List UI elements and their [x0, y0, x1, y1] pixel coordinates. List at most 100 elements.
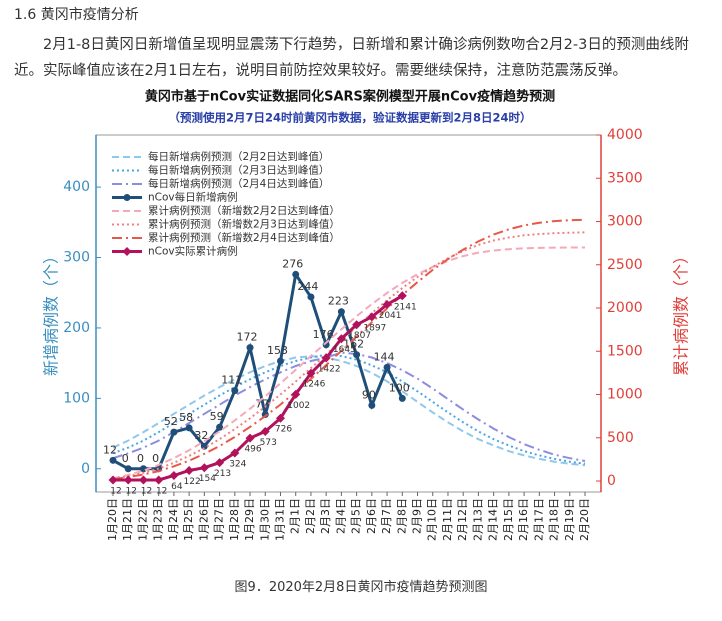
legend-label: nCov每日新增病例	[148, 191, 238, 204]
data-label: 162	[343, 338, 364, 351]
x-tick-label: 1月22日	[136, 498, 149, 541]
data-point	[260, 426, 270, 436]
y-tick-label: 200	[63, 320, 90, 336]
data-label: 52	[164, 415, 178, 428]
data-label: 153	[267, 344, 288, 357]
series-line	[112, 246, 585, 480]
data-point	[367, 312, 377, 322]
y2-tick-label: 1500	[607, 343, 643, 359]
series-line	[112, 351, 586, 462]
data-point	[352, 320, 362, 330]
x-tick-label: 2月19日	[563, 498, 576, 541]
data-point	[397, 291, 407, 301]
data-point	[230, 448, 240, 458]
data-label: 90	[362, 388, 376, 401]
data-label: 324	[229, 459, 246, 469]
data-point	[292, 270, 300, 278]
data-point	[185, 424, 193, 432]
data-point	[321, 353, 331, 363]
data-label: 32	[194, 429, 208, 442]
x-tick-label: 2月11日	[441, 498, 454, 541]
data-point	[275, 413, 285, 423]
x-tick-label: 2月17日	[532, 498, 545, 541]
data-point	[368, 401, 376, 409]
legend-label: 每日新增病例预测（2月3日达到峰值）	[148, 164, 329, 177]
data-point	[337, 308, 345, 316]
x-tick-label: 2月12日	[456, 498, 469, 541]
data-point	[276, 357, 284, 365]
x-tick-label: 2月3日	[319, 498, 332, 534]
x-tick-label: 2月5日	[350, 498, 363, 534]
data-label: 213	[214, 469, 231, 479]
x-tick-label: 1月29日	[243, 498, 256, 541]
data-label: 1807	[348, 331, 371, 341]
y2-tick-label: 3500	[607, 170, 643, 186]
data-point	[382, 299, 392, 309]
data-point	[353, 351, 361, 359]
x-tick-label: 2月1日	[289, 498, 302, 534]
data-point	[108, 475, 118, 485]
y2-tick-label: 4000	[607, 127, 643, 143]
x-tick-label: 2月18日	[548, 498, 561, 541]
chart: 黄冈市基于nCov实证数据同化SARS案例模型开展nCov疫情趋势预测 （预测使…	[42, 89, 691, 542]
data-label: 0	[137, 452, 144, 465]
data-point	[154, 475, 164, 485]
data-point	[184, 465, 194, 475]
data-point	[123, 475, 133, 485]
figure-caption: 图9．2020年2月8日黄冈市疫情趋势预测图	[234, 580, 488, 595]
x-tick-label: 1月28日	[228, 498, 241, 541]
data-label: 172	[237, 331, 258, 344]
x-tick-label: 1月31日	[273, 498, 286, 541]
y-tick-label: 100	[63, 390, 90, 406]
y2-tick-label: 1000	[607, 387, 643, 403]
x-tick-label: 2月10日	[426, 498, 439, 541]
data-label: 223	[328, 295, 349, 308]
data-label: 496	[244, 445, 261, 455]
data-label: 276	[282, 257, 303, 270]
data-point	[336, 334, 346, 344]
y-axis-label: 新增病例数（个）	[42, 248, 61, 376]
x-tick-label: 1月30日	[258, 498, 271, 541]
x-tick-label: 1月27日	[213, 498, 226, 541]
y2-axis-label: 累计病例数（个）	[672, 248, 691, 376]
legend-label: 累计病例预测（新增数2月3日达到峰值）	[148, 218, 340, 231]
data-label: 0	[152, 452, 159, 465]
data-label: 1897	[363, 323, 386, 333]
x-tick-label: 2月14日	[487, 498, 500, 541]
legend-label: 每日新增病例预测（2月2日达到峰值）	[148, 150, 329, 163]
data-label: 12	[103, 443, 117, 456]
data-label: 12	[156, 486, 167, 496]
data-label: 111	[221, 374, 242, 387]
series-line	[112, 231, 586, 480]
data-point	[246, 344, 254, 352]
data-point	[138, 475, 148, 485]
x-tick-label: 2月6日	[365, 498, 378, 534]
data-label: 0	[122, 452, 129, 465]
y2-tick-label: 0	[607, 473, 616, 489]
series-line	[112, 353, 586, 465]
data-point	[199, 463, 209, 473]
data-point	[124, 465, 132, 473]
legend-marker	[123, 194, 131, 201]
data-label: 12	[125, 486, 136, 496]
legend-label: 累计病例预测（新增数2月4日达到峰值）	[148, 231, 340, 244]
x-tick-label: 2月9日	[411, 498, 424, 534]
data-label: 1002	[287, 401, 310, 411]
section-heading: 1.6 黄冈市疫情分析	[14, 7, 139, 23]
data-label: 64	[171, 482, 183, 492]
series-line	[112, 270, 404, 471]
data-label: 244	[297, 280, 318, 293]
x-tick-label: 1月23日	[152, 498, 165, 541]
series-line	[112, 218, 586, 481]
legend-label: 累计病例预测（新增数2月2日达到峰值）	[148, 204, 340, 217]
x-tick-label: 2月2日	[304, 498, 317, 534]
data-label: 1246	[302, 380, 325, 390]
paragraph: 2月1-8日黄冈日新增值呈现明显震荡下行趋势，日新增和累计确诊病例数吻合2月2-…	[14, 37, 689, 79]
y2-tick-label: 2000	[607, 300, 643, 316]
y2-tick-label: 2500	[607, 257, 643, 273]
data-label: 1422	[318, 365, 341, 375]
data-label: 58	[179, 411, 193, 424]
x-tick-label: 2月7日	[380, 498, 393, 534]
legend-label: nCov实际累计病例	[148, 245, 238, 258]
